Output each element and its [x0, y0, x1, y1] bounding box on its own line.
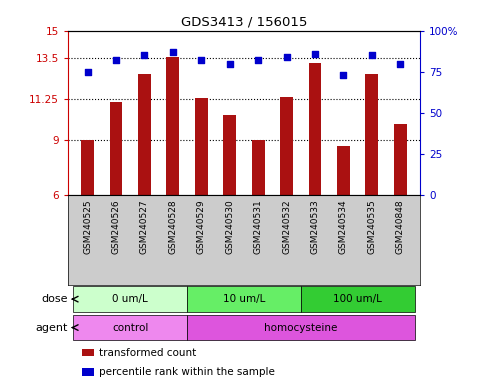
Title: GDS3413 / 156015: GDS3413 / 156015: [181, 15, 307, 28]
Point: [226, 60, 234, 66]
Point: [84, 69, 91, 75]
Point: [112, 57, 120, 63]
Point: [141, 52, 148, 58]
Text: GSM240534: GSM240534: [339, 199, 348, 254]
Text: GSM240535: GSM240535: [368, 199, 376, 254]
Text: 0 um/L: 0 um/L: [113, 294, 148, 304]
Bar: [337, 146, 350, 195]
Text: GSM240526: GSM240526: [112, 199, 120, 254]
Bar: [187, 315, 414, 340]
Bar: [73, 315, 187, 340]
Bar: [252, 140, 265, 195]
Bar: [195, 98, 208, 195]
Text: agent: agent: [36, 323, 68, 333]
Point: [340, 72, 347, 78]
Bar: [223, 114, 236, 195]
Text: GSM240529: GSM240529: [197, 199, 206, 254]
Bar: [280, 97, 293, 195]
Point: [368, 52, 376, 58]
Text: homocysteine: homocysteine: [264, 323, 338, 333]
Text: transformed count: transformed count: [99, 348, 196, 358]
Point: [283, 54, 290, 60]
Bar: [394, 124, 407, 195]
Bar: [73, 286, 187, 312]
Point: [198, 57, 205, 63]
Point: [254, 57, 262, 63]
Text: control: control: [112, 323, 148, 333]
Text: GSM240528: GSM240528: [169, 199, 177, 254]
Bar: [309, 63, 321, 195]
Text: GSM240848: GSM240848: [396, 199, 405, 254]
Text: dose: dose: [42, 294, 68, 304]
Bar: [187, 286, 301, 312]
Text: GSM240525: GSM240525: [83, 199, 92, 254]
Text: GSM240532: GSM240532: [282, 199, 291, 254]
Text: 10 um/L: 10 um/L: [223, 294, 265, 304]
Bar: [301, 286, 414, 312]
Point: [397, 60, 404, 66]
Bar: [82, 368, 94, 376]
Text: percentile rank within the sample: percentile rank within the sample: [99, 367, 275, 377]
Text: GSM240530: GSM240530: [225, 199, 234, 254]
Point: [169, 49, 177, 55]
Text: GSM240533: GSM240533: [311, 199, 319, 254]
Bar: [82, 349, 94, 356]
Text: GSM240531: GSM240531: [254, 199, 263, 254]
Bar: [167, 57, 179, 195]
Bar: [81, 140, 94, 195]
Text: GSM240527: GSM240527: [140, 199, 149, 254]
Text: 100 um/L: 100 um/L: [333, 294, 382, 304]
Bar: [138, 74, 151, 195]
Bar: [366, 74, 378, 195]
Point: [311, 51, 319, 57]
Bar: [110, 102, 122, 195]
